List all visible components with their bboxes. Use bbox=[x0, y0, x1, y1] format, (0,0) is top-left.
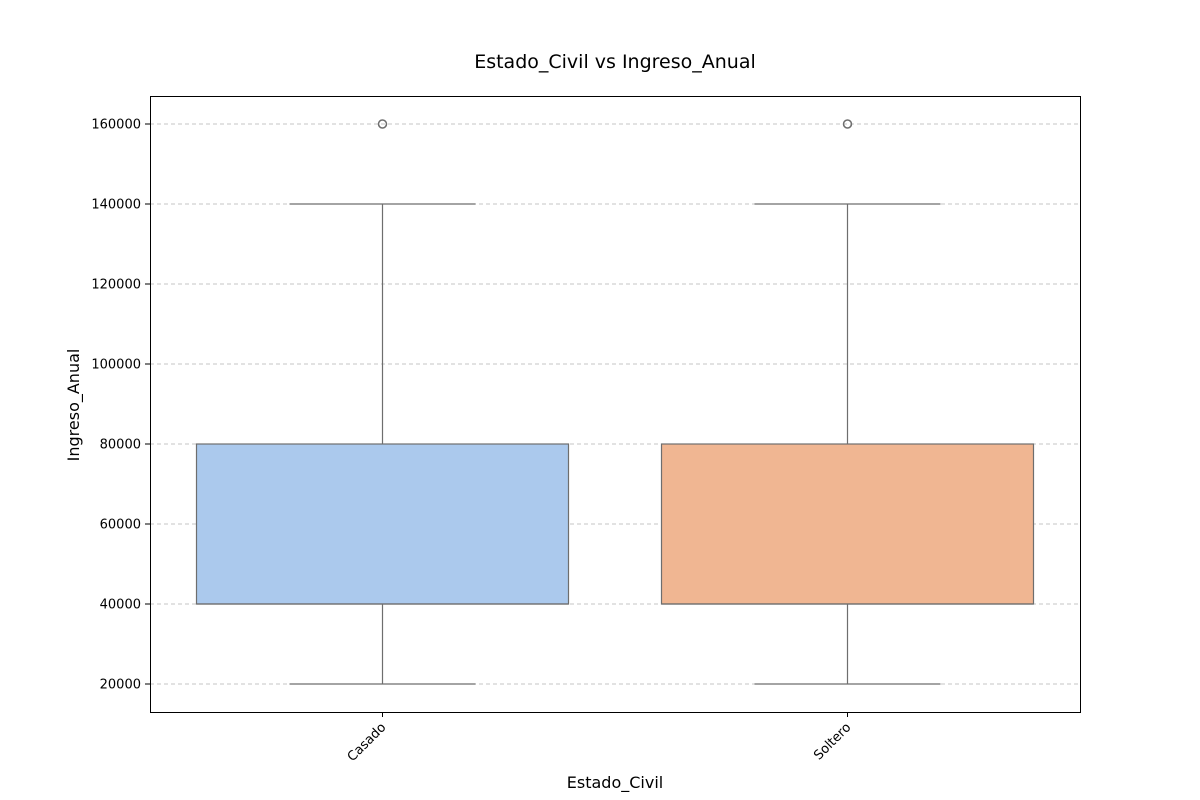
y-tick-label: 60000 bbox=[100, 518, 141, 533]
y-tick-label: 40000 bbox=[100, 598, 141, 613]
outlier-point bbox=[842, 119, 853, 129]
y-tick-label: 140000 bbox=[91, 198, 141, 213]
box-casado bbox=[195, 119, 570, 685]
x-tick-label: Soltero bbox=[811, 720, 854, 763]
plot-frame bbox=[150, 96, 1081, 713]
outlier-point bbox=[377, 119, 388, 129]
boxes bbox=[195, 119, 1035, 685]
y-tick-label: 100000 bbox=[91, 358, 141, 373]
y-tick-label: 120000 bbox=[91, 278, 141, 293]
x-axis-label: Estado_Civil bbox=[567, 773, 663, 793]
y-tick-label: 160000 bbox=[91, 118, 141, 133]
x-tick-label: Casado bbox=[345, 720, 390, 765]
y-tick-label: 20000 bbox=[100, 678, 141, 693]
iqr-box bbox=[660, 443, 1035, 605]
y-axis-label: Ingreso_Anual bbox=[64, 349, 84, 462]
y-axis-ticks: 20000 40000 60000 80000 100000 120000 140000 16… bbox=[91, 118, 150, 693]
iqr-box bbox=[195, 443, 570, 605]
y-tick-label: 80000 bbox=[100, 438, 141, 453]
box-soltero bbox=[660, 119, 1035, 685]
x-axis-ticks: Casado Soltero bbox=[345, 712, 854, 765]
chart-title: Estado_Civil vs Ingreso_Anual bbox=[474, 51, 756, 73]
